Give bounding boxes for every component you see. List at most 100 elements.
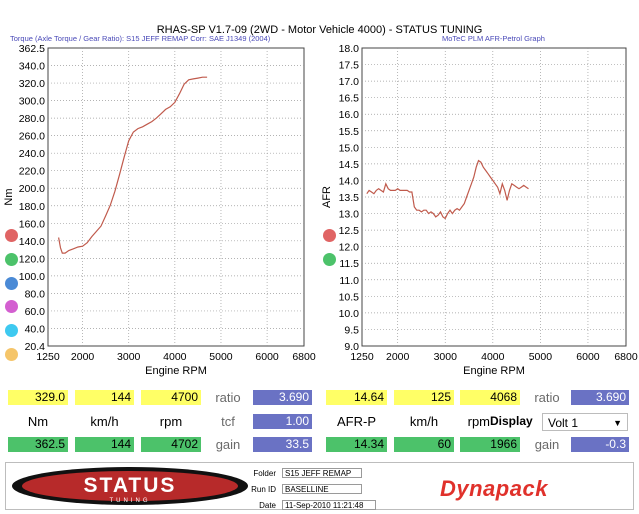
gain-value[interactable]: 33.5: [253, 437, 312, 452]
afr-x-tick-label: 4000: [481, 351, 505, 363]
torque-peak-value: 362.5: [8, 437, 68, 452]
afr-y-tick-label: 12.0: [339, 242, 360, 254]
legend-dot-green[interactable]: [5, 253, 18, 266]
torque-y-tick-label: 140.0: [19, 236, 45, 248]
afr-legend-dot-red[interactable]: [323, 229, 336, 242]
torque-y-tick-label: 340.0: [19, 61, 45, 73]
afr-y-tick-label: 16.5: [339, 93, 360, 105]
folder-label: Folder: [253, 469, 276, 478]
speed-current-value: 144: [75, 390, 134, 405]
afr-y-tick-label: 16.0: [339, 109, 360, 121]
afr-y-tick-label: 13.0: [339, 209, 360, 221]
afr-peak-value: 14.34: [326, 437, 387, 452]
display-select[interactable]: Volt 1 ▼: [542, 413, 628, 431]
afr-y-tick-label: 12.5: [339, 225, 360, 237]
afr-rpm-current-value: 4068: [460, 390, 520, 405]
torque-y-axis-label: Nm: [3, 188, 15, 205]
rpm-unit-label: rpm: [159, 414, 183, 429]
afr-ratio-value[interactable]: 3.690: [571, 390, 629, 405]
torque-current-value: 329.0: [8, 390, 68, 405]
afr-ratio-label: ratio: [534, 390, 560, 405]
torque-x-tick-label: 3000: [117, 351, 141, 363]
speed-peak-value: 144: [75, 437, 134, 452]
torque-x-tick-label: 5000: [209, 351, 233, 363]
dyno-charts: 362.5 340.0 320.0 300.0 280.0 260.0 240.0 220.0…: [3, 43, 638, 377]
torque-y-tick-label: 180.0: [19, 201, 45, 213]
run-id-value: BASELLINE: [282, 484, 362, 494]
afr-chart-subtitle: MoTeC PLM AFR-Petrol Graph: [442, 34, 545, 43]
afr-speed-peak-value: 60: [394, 437, 454, 452]
legend-dot-red[interactable]: [5, 229, 18, 242]
date-label: Date: [259, 501, 276, 510]
torque-y-tick-label: 100.0: [19, 271, 45, 283]
status-logo-text: STATUS: [84, 474, 177, 497]
torque-y-tick-label: 120.0: [19, 253, 45, 265]
torque-x-tick-label: 4000: [163, 351, 187, 363]
torque-x-tick-label: 2000: [71, 351, 95, 363]
tuning-logo-text: TUNING: [110, 498, 151, 504]
torque-y-tick-label: 40.0: [25, 323, 46, 335]
afr-y-tick-label: 18.0: [339, 43, 360, 55]
run-id-label: Run ID: [251, 485, 276, 494]
afr-y-tick-label: 10.0: [339, 308, 360, 320]
afr-legend-dot-green[interactable]: [323, 253, 336, 266]
gain-label: gain: [215, 437, 241, 452]
torque-x-tick-label: 1250: [36, 351, 60, 363]
afr-speed-unit-label: km/h: [409, 414, 439, 429]
torque-chart-subtitle: Torque (Axle Torque / Gear Ratio): S15 J…: [10, 34, 271, 43]
afr-x-tick-label: 3000: [434, 351, 458, 363]
status-tuning-logo: STATUS TUNING: [12, 467, 248, 505]
afr-y-tick-label: 9.5: [344, 324, 359, 336]
torque-y-tick-label: 20.4: [25, 341, 46, 353]
torque-y-tick-label: 60.0: [25, 306, 46, 318]
report-title: RHAS-SP V1.7-09 (2WD - Motor Vehicle 400…: [156, 24, 483, 36]
torque-series-line: [58, 76, 208, 254]
afr-current-value: 14.64: [326, 390, 387, 405]
afr-series-line: [366, 159, 529, 220]
torque-y-tick-label: 260.0: [19, 131, 45, 143]
ratio-label: ratio: [215, 390, 241, 405]
afr-y-tick-label: 13.5: [339, 192, 360, 204]
torque-y-tick-label: 220.0: [19, 166, 45, 178]
legend-dot-blue[interactable]: [5, 277, 18, 290]
afr-speed-current-value: 125: [394, 390, 454, 405]
afr-x-axis-label: Engine RPM: [463, 365, 525, 377]
afr-rpm-peak-value: 1966: [460, 437, 520, 452]
torque-x-tick-label: 6000: [255, 351, 279, 363]
date-value: 11-Sep-2010 11:21:48: [282, 500, 376, 510]
torque-y-tick-label: 362.5: [19, 43, 45, 55]
torque-y-tick-label: 240.0: [19, 148, 45, 160]
afr-y-tick-label: 11.5: [339, 258, 359, 270]
rpm-peak-value: 4702: [141, 437, 201, 452]
afr-x-tick-label: 5000: [529, 351, 553, 363]
tcf-value[interactable]: 1.00: [253, 414, 312, 429]
afr-x-tick-label: 6800: [614, 351, 638, 363]
legend-dot-orange[interactable]: [5, 348, 18, 361]
folder-value: S15 JEFF REMAP: [282, 468, 362, 478]
torque-plot-frame: [47, 47, 305, 347]
rpm-current-value: 4700: [141, 390, 201, 405]
torque-y-tick-label: 320.0: [19, 78, 45, 90]
afr-y-axis-label: AFR: [321, 186, 333, 208]
afr-gain-value[interactable]: -0.3: [571, 437, 629, 452]
afr-rpm-unit-label: rpm: [467, 414, 490, 429]
torque-y-tick-label: 80.0: [25, 288, 46, 300]
tcf-label: tcf: [221, 414, 235, 429]
legend-dot-cyan[interactable]: [5, 324, 18, 337]
afr-unit-label: AFR-P: [337, 414, 376, 429]
afr-y-tick-label: 14.5: [339, 159, 360, 171]
torque-x-tick-label: 6800: [292, 351, 316, 363]
afr-x-tick-label: 1250: [350, 351, 374, 363]
torque-y-tick-label: 300.0: [19, 96, 45, 108]
ratio-value[interactable]: 3.690: [253, 390, 312, 405]
afr-y-tick-label: 15.5: [339, 126, 360, 138]
afr-y-tick-label: 11.0: [339, 275, 359, 287]
afr-gain-label: gain: [534, 437, 560, 452]
afr-x-tick-label: 6000: [576, 351, 600, 363]
afr-y-tick-label: 9.0: [344, 341, 359, 353]
dynapack-logo: Dynapack: [440, 476, 548, 501]
legend-dot-magenta[interactable]: [5, 300, 18, 313]
chevron-down-icon: ▼: [613, 418, 622, 428]
afr-y-tick-label: 17.5: [339, 60, 360, 72]
display-label: Display: [490, 414, 533, 428]
